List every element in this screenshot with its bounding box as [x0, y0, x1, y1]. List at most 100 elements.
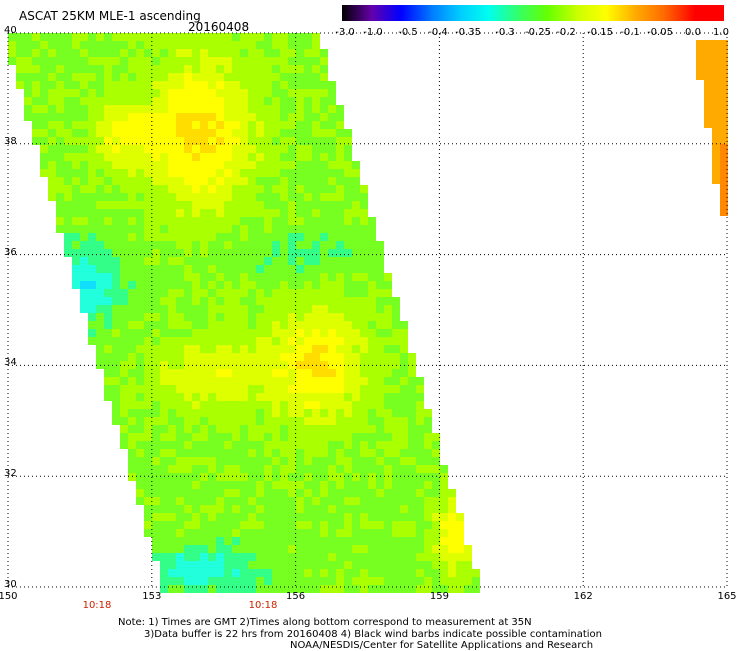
swath-cell [456, 561, 464, 569]
swath-cell [280, 193, 288, 201]
swath-cell [152, 409, 160, 417]
swath-cell [184, 129, 192, 137]
swath-cell [272, 249, 280, 257]
swath-cell [360, 529, 368, 537]
lon-label: 159 [429, 591, 449, 602]
swath-cell [344, 297, 352, 305]
swath-cell [232, 121, 240, 129]
swath-cell [104, 281, 112, 289]
swath-cell [120, 297, 128, 305]
swath-cell [432, 553, 440, 561]
swath-cell [248, 441, 256, 449]
swath-cell [320, 225, 328, 233]
swath-cell [56, 153, 64, 161]
swath-cell [240, 489, 248, 497]
swath-cell [224, 449, 232, 457]
swath-cell [256, 193, 264, 201]
swath-cell [704, 104, 712, 112]
swath-cell [288, 425, 296, 433]
swath-cell [400, 377, 408, 385]
swath-cell [264, 497, 272, 505]
swath-cell [168, 113, 176, 121]
swath-cell [192, 297, 200, 305]
swath-cell [136, 145, 144, 153]
swath-cell [80, 241, 88, 249]
swath-cell [112, 289, 120, 297]
swath-cell [136, 105, 144, 113]
swath-cell [416, 521, 424, 529]
swath-cell [160, 561, 168, 569]
swath-cell [232, 113, 240, 121]
swath-cell [56, 169, 64, 177]
swath-cell [208, 169, 216, 177]
swath-cell [160, 305, 168, 313]
swath-cell [216, 569, 224, 577]
swath-cell [176, 305, 184, 313]
swath-cell [328, 537, 336, 545]
swath-cell [176, 97, 184, 105]
swath-cell [48, 97, 56, 105]
swath-cell [152, 289, 160, 297]
swath-cell [160, 577, 168, 585]
swath-cell [400, 369, 408, 377]
swath-cell [184, 281, 192, 289]
swath-cell [376, 337, 384, 345]
swath-cell [112, 369, 120, 377]
swath-cell [472, 585, 480, 593]
swath-cell [136, 481, 144, 489]
swath-cell [136, 369, 144, 377]
swath-cell [184, 409, 192, 417]
swath-cell [160, 129, 168, 137]
swath-cell [48, 161, 56, 169]
swath-cell [272, 41, 280, 49]
swath-cell [440, 569, 448, 577]
swath-cell [288, 369, 296, 377]
swath-cell [200, 265, 208, 273]
swath-cell [64, 177, 72, 185]
swath-cell [152, 457, 160, 465]
swath-cell [312, 241, 320, 249]
colorbar-segment [342, 5, 372, 21]
swath-cell [208, 489, 216, 497]
swath-cell [280, 433, 288, 441]
swath-cell [440, 505, 448, 513]
swath-cell [200, 553, 208, 561]
swath-cell [104, 153, 112, 161]
swath-cell [128, 337, 136, 345]
swath-cell [288, 529, 296, 537]
swath-cell [88, 265, 96, 273]
swath-cell [328, 417, 336, 425]
swath-cell [72, 129, 80, 137]
swath-cell [352, 329, 360, 337]
swath-cell [192, 369, 200, 377]
swath-cell [128, 241, 136, 249]
swath-cell [296, 377, 304, 385]
swath-cell [264, 185, 272, 193]
swath-cell [360, 209, 368, 217]
swath-cell [248, 465, 256, 473]
swath-cell [328, 105, 336, 113]
swath-cell [160, 337, 168, 345]
swath-cell [168, 345, 176, 353]
swath-cell [248, 169, 256, 177]
swath-cell [112, 249, 120, 257]
swath-cell [416, 537, 424, 545]
swath-cell [368, 377, 376, 385]
swath-cell [168, 409, 176, 417]
swath-cell [328, 153, 336, 161]
swath-cell [120, 337, 128, 345]
swath-cell [160, 137, 168, 145]
swath-cell [352, 401, 360, 409]
swath-cell [112, 353, 120, 361]
swath-cell [216, 129, 224, 137]
swath-cell [280, 185, 288, 193]
swath-cell [224, 89, 232, 97]
swath-cell [232, 313, 240, 321]
swath-cell [272, 97, 280, 105]
swath-cell [192, 465, 200, 473]
swath-cell [200, 289, 208, 297]
swath-cell [280, 145, 288, 153]
swath-cell [168, 449, 176, 457]
swath-cell [232, 153, 240, 161]
swath-cell [384, 577, 392, 585]
